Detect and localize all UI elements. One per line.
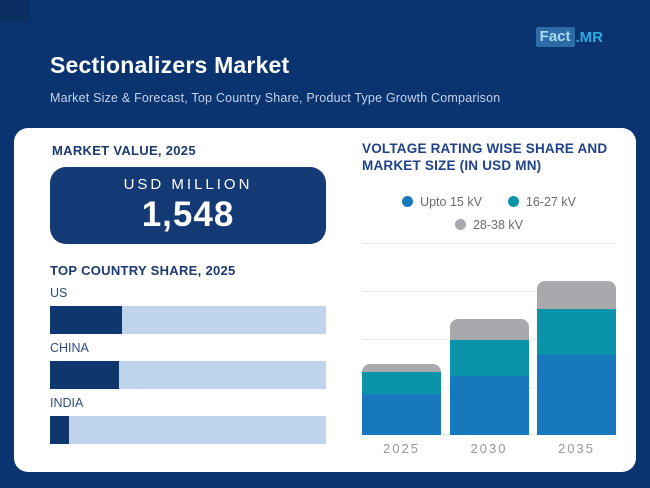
voltage-heading: VOLTAGE RATING WISE SHARE AND MARKET SIZ… <box>362 140 616 175</box>
market-value-box: USD MILLION 1,548 <box>50 167 326 244</box>
voltage-heading-line2: MARKET SIZE (IN USD MN) <box>362 158 542 174</box>
legend-item-16-27kv: 16-27 kV <box>507 194 576 209</box>
legend-dot-icon <box>507 196 519 208</box>
x-axis-label: 2025 <box>383 440 420 456</box>
market-value-unit: USD MILLION <box>123 176 253 193</box>
country-label: US <box>50 286 68 300</box>
voltage-heading-line1: VOLTAGE RATING WISE SHARE AND <box>362 141 608 156</box>
country-label: CHINA <box>50 341 89 355</box>
country-row-india: INDIA <box>50 396 326 444</box>
stacked-bar-2035 <box>537 243 616 435</box>
country-row-us: US <box>50 286 326 334</box>
chart-legend: Upto 15 kV 16-27 kV 28-38 kV <box>362 195 616 232</box>
legend-label: 28-38 kV <box>472 217 524 232</box>
right-panel: VOLTAGE RATING WISE SHARE AND MARKET SIZ… <box>362 128 616 472</box>
legend-label: 16-27 kV <box>525 194 576 209</box>
stacked-bar-2030 <box>449 243 529 435</box>
x-axis-label: 2030 <box>470 440 508 456</box>
country-share-chart: US CHINA INDIA <box>50 286 326 444</box>
x-axis-label: 2035 <box>558 440 595 456</box>
page-subtitle: Market Size & Forecast, Top Country Shar… <box>50 91 501 105</box>
legend-row: 28-38 kV <box>454 217 524 232</box>
gridline <box>362 242 616 244</box>
legend-dot-icon <box>454 219 466 231</box>
bar-columns <box>362 243 616 435</box>
country-bar-fill <box>50 306 122 334</box>
content-card: MARKET VALUE, 2025 USD MILLION 1,548 TOP… <box>14 128 636 472</box>
country-bar-track <box>50 361 326 389</box>
x-axis-labels: 2025 2030 2035 <box>362 441 616 456</box>
market-value-number: 1,548 <box>141 195 235 234</box>
factmr-logo: Fact .MR <box>535 27 604 47</box>
legend-item-28-38kv: 28-38 kV <box>454 217 524 232</box>
bar-segment <box>537 280 616 310</box>
corner-accent <box>0 0 30 22</box>
bar-segment <box>449 375 529 435</box>
country-share-heading: TOP COUNTRY SHARE, 2025 <box>50 263 236 278</box>
gridline <box>362 290 616 292</box>
bar-segment <box>449 318 529 341</box>
bar-stack <box>362 363 441 435</box>
legend-row: Upto 15 kV 16-27 kV <box>402 195 576 209</box>
bar-segment <box>362 372 441 394</box>
market-value-heading: MARKET VALUE, 2025 <box>52 143 196 158</box>
bar-segment <box>537 309 616 356</box>
legend-label: Upto 15 kV <box>420 194 482 209</box>
stacked-bar-2025 <box>362 243 441 435</box>
country-bar-fill <box>50 361 119 389</box>
bar-stack <box>449 318 529 435</box>
country-bar-track <box>50 306 326 334</box>
country-bar-fill <box>50 416 70 444</box>
bar-stack <box>537 280 616 435</box>
bar-segment <box>449 340 529 376</box>
left-panel: MARKET VALUE, 2025 USD MILLION 1,548 TOP… <box>50 128 326 472</box>
logo-mr-suffix: .MR <box>575 28 604 46</box>
bar-segment <box>537 355 616 435</box>
country-label: INDIA <box>50 396 84 410</box>
bar-segment <box>362 363 441 373</box>
country-bar-track <box>50 416 326 444</box>
logo-fact-box: Fact <box>535 27 575 47</box>
stacked-bar-plot <box>362 242 616 435</box>
bar-segment <box>362 393 441 435</box>
country-row-china: CHINA <box>50 341 326 389</box>
page-title: Sectionalizers Market <box>50 52 290 78</box>
legend-item-upto-15kv: Upto 15 kV <box>402 195 482 209</box>
legend-dot-icon <box>402 196 414 208</box>
